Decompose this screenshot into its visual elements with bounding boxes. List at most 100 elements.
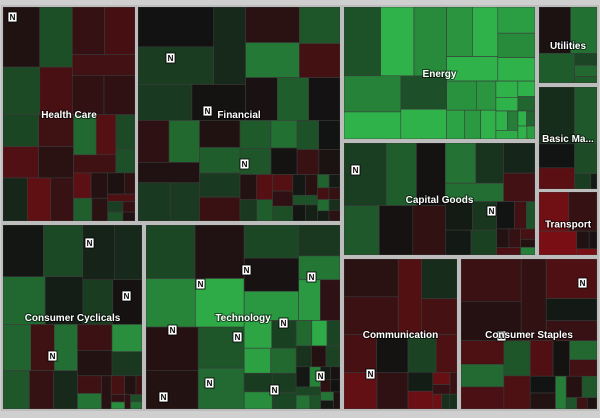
stock-tile[interactable]: [449, 393, 458, 410]
stock-tile[interactable]: [298, 224, 341, 257]
stock-tile[interactable]: [581, 375, 598, 398]
stock-tile[interactable]: [376, 372, 409, 410]
stock-tile[interactable]: [407, 334, 437, 373]
stock-tile[interactable]: [517, 125, 528, 140]
stock-tile[interactable]: [170, 182, 200, 222]
stock-tile[interactable]: [95, 114, 117, 156]
stock-tile[interactable]: [520, 228, 536, 240]
stock-tile[interactable]: [2, 370, 30, 410]
stock-tile[interactable]: [495, 80, 519, 99]
stock-tile[interactable]: [2, 66, 41, 115]
stock-tile[interactable]: [441, 393, 450, 410]
stock-tile[interactable]: [330, 379, 341, 393]
stock-tile[interactable]: [343, 111, 402, 140]
stock-tile[interactable]: [397, 258, 423, 335]
stock-tile[interactable]: [239, 120, 272, 149]
stock-tile[interactable]: [400, 75, 447, 110]
stock-tile[interactable]: [343, 142, 387, 206]
news-badge[interactable]: N: [158, 391, 169, 403]
stock-tile[interactable]: [380, 6, 415, 77]
stock-tile[interactable]: [50, 177, 74, 222]
stock-tile[interactable]: [292, 195, 318, 206]
stock-tile[interactable]: [137, 46, 214, 85]
stock-tile[interactable]: [311, 320, 328, 347]
news-badge[interactable]: N: [239, 158, 250, 170]
stock-tile[interactable]: [343, 75, 402, 113]
stock-tile[interactable]: [496, 201, 515, 230]
stock-tile[interactable]: [497, 57, 536, 82]
stock-tile[interactable]: [53, 324, 78, 371]
stock-tile[interactable]: [239, 199, 258, 222]
stock-tile[interactable]: [333, 391, 341, 410]
stock-tile[interactable]: [270, 347, 297, 374]
stock-tile[interactable]: [299, 6, 341, 44]
stock-tile[interactable]: [245, 6, 300, 43]
stock-tile[interactable]: [2, 146, 40, 179]
stock-tile[interactable]: [475, 80, 497, 111]
stock-tile[interactable]: [568, 191, 598, 232]
stock-tile[interactable]: [328, 187, 341, 200]
news-badge[interactable]: N: [350, 164, 361, 176]
stock-tile[interactable]: [446, 109, 465, 140]
stock-tile[interactable]: [407, 371, 434, 392]
stock-tile[interactable]: [503, 172, 536, 202]
stock-tile[interactable]: [576, 248, 598, 256]
stock-tile[interactable]: [325, 345, 341, 368]
stock-tile[interactable]: [2, 324, 32, 371]
stock-tile[interactable]: [513, 201, 527, 230]
stock-tile[interactable]: [72, 54, 136, 76]
stock-tile[interactable]: [137, 84, 193, 121]
stock-tile[interactable]: [555, 375, 567, 410]
stock-tile[interactable]: [432, 393, 442, 410]
stock-tile[interactable]: [400, 108, 447, 140]
stock-tile[interactable]: [270, 120, 298, 149]
stock-tile[interactable]: [295, 394, 311, 410]
stock-tile[interactable]: [444, 201, 473, 231]
stock-tile[interactable]: [320, 400, 334, 410]
stock-tile[interactable]: [243, 224, 299, 259]
stock-tile[interactable]: [239, 174, 258, 200]
stock-tile[interactable]: [435, 334, 458, 373]
stock-tile[interactable]: [446, 6, 473, 57]
stock-tile[interactable]: [460, 300, 522, 341]
stock-tile[interactable]: [320, 379, 331, 393]
stock-tile[interactable]: [270, 147, 298, 175]
stock-tile[interactable]: [77, 350, 113, 376]
stock-tile[interactable]: [114, 224, 143, 281]
stock-tile[interactable]: [317, 174, 330, 188]
stock-tile[interactable]: [104, 6, 136, 55]
stock-tile[interactable]: [199, 196, 241, 222]
news-badge[interactable]: N: [306, 271, 317, 283]
stock-tile[interactable]: [343, 258, 399, 298]
stock-tile[interactable]: [449, 371, 458, 395]
stock-tile[interactable]: [72, 75, 105, 116]
stock-tile[interactable]: [507, 110, 519, 131]
stock-tile[interactable]: [145, 278, 196, 328]
stock-tile[interactable]: [191, 84, 246, 121]
stock-tile[interactable]: [421, 298, 458, 335]
stock-tile[interactable]: [565, 375, 583, 398]
stock-tile[interactable]: [328, 174, 341, 188]
stock-tile[interactable]: [574, 52, 598, 66]
stock-tile[interactable]: [27, 177, 52, 222]
stock-tile[interactable]: [520, 258, 547, 341]
stock-tile[interactable]: [574, 65, 598, 77]
stock-tile[interactable]: [526, 125, 536, 140]
stock-tile[interactable]: [529, 392, 556, 410]
stock-tile[interactable]: [39, 66, 73, 115]
stock-tile[interactable]: [30, 324, 55, 371]
stock-tile[interactable]: [412, 205, 446, 256]
stock-tile[interactable]: [110, 401, 126, 410]
stock-tile[interactable]: [137, 162, 200, 183]
stock-tile[interactable]: [475, 142, 504, 184]
stock-tile[interactable]: [103, 75, 136, 116]
stock-tile[interactable]: [495, 130, 519, 140]
stock-tile[interactable]: [317, 210, 330, 222]
stock-tile[interactable]: [545, 298, 598, 322]
stock-tile[interactable]: [199, 120, 241, 148]
stock-tile[interactable]: [444, 229, 472, 256]
stock-tile[interactable]: [586, 397, 598, 410]
stock-tile[interactable]: [243, 391, 273, 410]
stock-tile[interactable]: [317, 199, 330, 212]
stock-tile[interactable]: [38, 114, 74, 147]
